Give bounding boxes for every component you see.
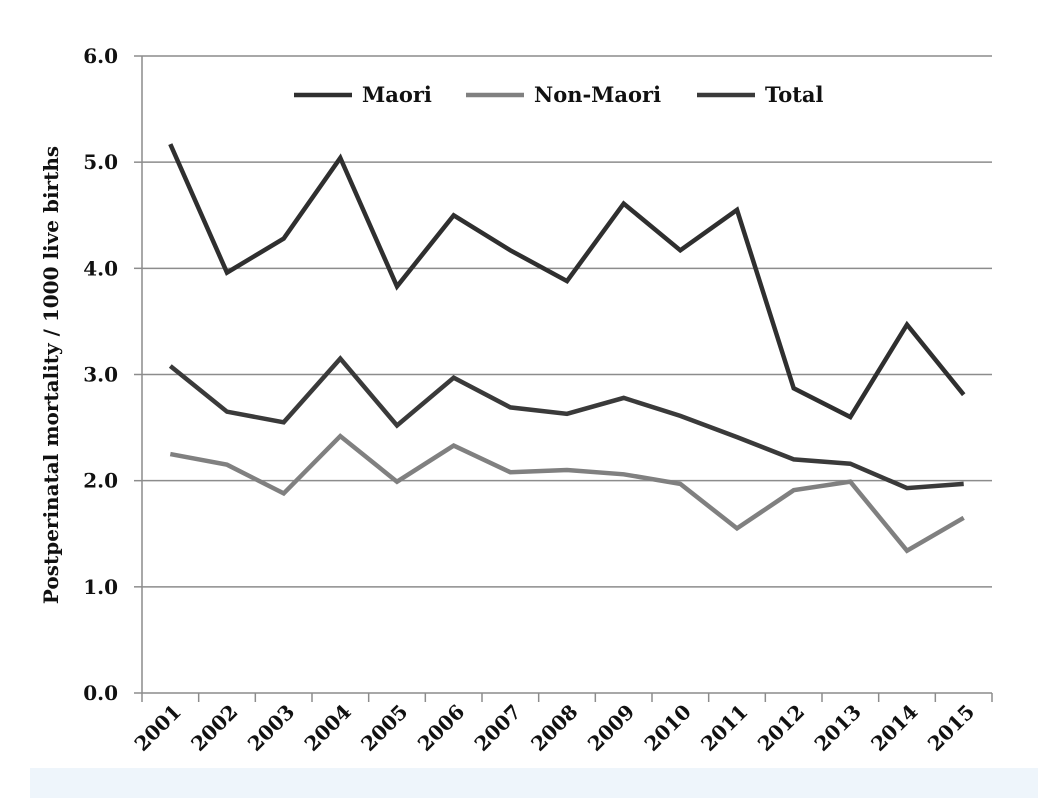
- grid-lines: [142, 55, 992, 588]
- x-tick-label: 2003: [243, 700, 299, 756]
- y-axis-label: Postperinatal mortality / 1000 live birt…: [39, 146, 63, 604]
- x-tick-label: 2010: [640, 700, 696, 756]
- x-tick-label: 2006: [413, 700, 469, 756]
- x-tick-label: 2013: [810, 700, 866, 756]
- x-tick-label: 2001: [130, 700, 186, 756]
- series-line-total: [168, 355, 964, 491]
- series-line-maori: [168, 143, 966, 420]
- x-tick-label: 2002: [186, 700, 242, 756]
- x-tick-label: 2011: [696, 700, 752, 756]
- x-tick-label: 2012: [753, 700, 809, 756]
- y-tick-label: 1.0: [83, 575, 118, 599]
- y-tick-label: 2.0: [83, 469, 118, 493]
- y-tick-label: 3.0: [83, 363, 118, 387]
- y-tick-label: 5.0: [83, 150, 118, 174]
- x-tick-label: 2004: [300, 700, 356, 756]
- legend-label: Non-Maori: [534, 82, 661, 107]
- series-line-non-maori: [169, 433, 965, 554]
- y-tick-label: 4.0: [83, 256, 118, 280]
- legend-label: Maori: [362, 82, 432, 107]
- x-tick-label: 2007: [470, 700, 526, 756]
- x-tick-label: 2005: [356, 700, 412, 756]
- x-tick-label: 2008: [526, 700, 582, 756]
- y-tick-label: 0.0: [83, 681, 118, 705]
- legend-label: Total: [765, 82, 824, 107]
- bottom-band: [30, 768, 1038, 798]
- series-lines: [168, 143, 966, 554]
- y-tick-label: 6.0: [83, 44, 118, 68]
- x-tick-label: 2009: [583, 700, 639, 756]
- x-tick-label: 2014: [866, 700, 922, 756]
- x-tick-label: 2015: [923, 700, 979, 756]
- legend: Maori Non-Maori Total: [294, 82, 824, 107]
